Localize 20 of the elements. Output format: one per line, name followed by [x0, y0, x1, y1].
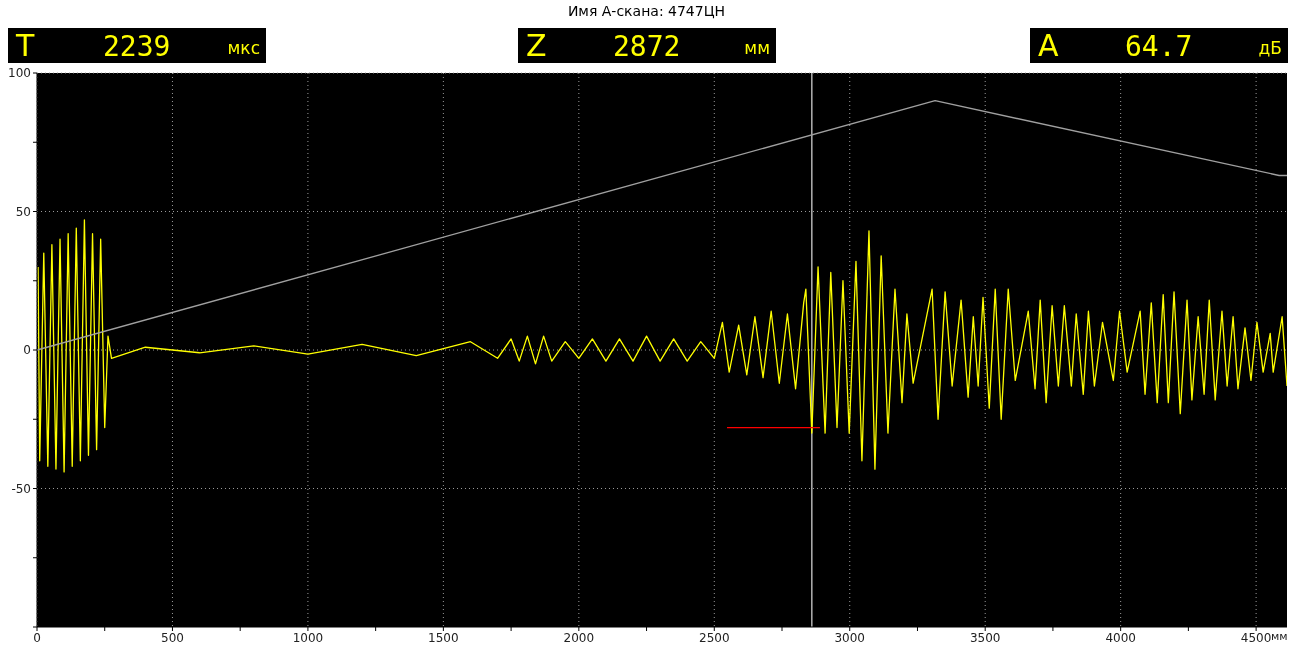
text: Z 2872 мм — [526, 28, 770, 63]
y-tick-label: -50 — [11, 481, 31, 496]
x-tick-label: 1500 — [428, 630, 459, 645]
x-tick-label: 4500 — [1240, 630, 1272, 645]
y-tick-label: 0 — [23, 343, 31, 358]
x-tick-label: 2500 — [699, 630, 730, 645]
x-axis-title: мм — [1271, 630, 1288, 643]
chart-title: Имя А-скана: 4747ЦН — [566, 3, 727, 19]
x-tick-label: 500 — [161, 630, 184, 645]
x-tick-label: 1000 — [292, 630, 324, 645]
y-tick-label: 50 — [15, 204, 31, 219]
text: A 64.7 дБ — [1038, 28, 1282, 63]
text: T 2239 мкс — [16, 28, 260, 63]
x-tick-label: 0 — [33, 630, 41, 645]
x-tick-label: 3000 — [834, 630, 866, 645]
x-tick-label: 3500 — [969, 630, 1001, 645]
y-tick-label: 100 — [8, 66, 31, 81]
x-tick-label: 4000 — [1105, 630, 1136, 645]
line-series — [37, 219, 1287, 473]
x-tick-label: 2000 — [563, 630, 595, 645]
